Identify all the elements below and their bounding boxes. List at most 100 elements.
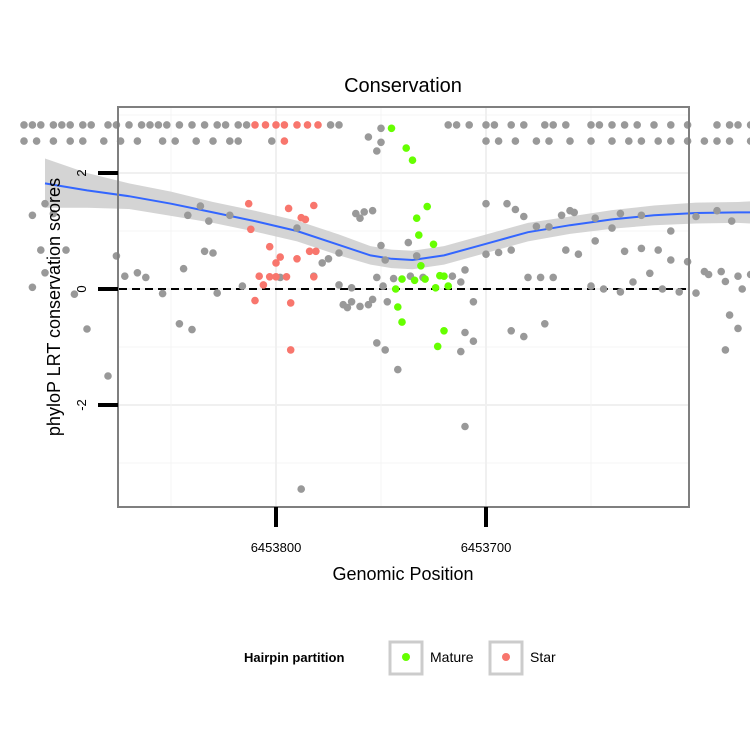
point-other	[381, 346, 390, 354]
point-mature	[412, 214, 421, 222]
point-other	[557, 211, 566, 220]
point-other	[591, 214, 599, 222]
point-other	[196, 202, 205, 210]
point-other	[734, 272, 742, 281]
chart-title: Conservation	[344, 75, 462, 97]
legend-swatch-mature	[402, 653, 410, 661]
point-star	[286, 346, 295, 354]
point-other	[121, 272, 129, 281]
point-other	[188, 325, 196, 334]
point-other	[524, 273, 532, 282]
point-other	[234, 137, 242, 145]
point-other	[37, 246, 45, 254]
point-mature	[423, 202, 432, 211]
point-other	[746, 270, 750, 279]
point-other	[536, 273, 545, 282]
point-star	[310, 201, 318, 210]
point-other	[637, 211, 646, 220]
point-other	[520, 212, 528, 221]
point-other	[226, 211, 234, 220]
point-other	[112, 121, 121, 129]
point-other	[574, 250, 583, 258]
point-star	[265, 242, 274, 251]
point-other	[20, 137, 28, 145]
point-mature	[433, 342, 442, 351]
point-other	[461, 422, 469, 431]
point-mature	[421, 275, 429, 283]
point-other	[683, 137, 692, 145]
point-other	[457, 347, 465, 356]
point-other	[620, 247, 629, 256]
point-other	[520, 121, 528, 129]
point-mature	[398, 275, 406, 283]
point-other	[591, 237, 599, 245]
point-other	[293, 224, 301, 232]
point-other	[549, 121, 557, 129]
point-other	[100, 137, 108, 145]
point-other	[633, 121, 641, 129]
point-other	[629, 278, 637, 286]
point-other	[503, 199, 511, 208]
point-other	[692, 289, 700, 297]
point-other	[356, 214, 364, 222]
point-other	[448, 272, 457, 281]
point-other	[79, 137, 87, 145]
point-other	[226, 137, 234, 145]
point-other	[205, 217, 213, 225]
point-other	[234, 121, 242, 129]
point-other	[683, 121, 692, 129]
legend-label-star: Star	[530, 649, 556, 665]
y-tick-label: 2	[74, 169, 89, 176]
point-other	[675, 288, 683, 296]
point-star	[272, 121, 280, 129]
grid	[119, 108, 688, 506]
point-other	[158, 289, 167, 298]
point-other	[734, 121, 742, 129]
point-other	[335, 249, 343, 257]
point-other	[364, 300, 373, 309]
point-other	[66, 121, 74, 129]
point-other	[667, 121, 675, 129]
point-star	[244, 199, 253, 208]
y-axis-title: phyloP LRT conservation scores	[44, 178, 64, 436]
point-other	[725, 311, 734, 319]
point-star	[312, 247, 320, 256]
point-other	[394, 365, 402, 374]
point-other	[242, 121, 251, 129]
y-tick-label: -2	[74, 399, 89, 411]
point-other	[175, 121, 184, 129]
point-other	[717, 267, 725, 276]
point-other	[494, 137, 503, 145]
point-other	[213, 121, 221, 129]
point-other	[268, 137, 276, 145]
point-other	[171, 137, 179, 145]
point-other	[620, 121, 629, 129]
point-star	[293, 254, 301, 263]
point-other	[49, 209, 58, 218]
point-mature	[440, 272, 448, 281]
point-other	[482, 250, 490, 258]
point-other	[562, 121, 570, 129]
point-star	[251, 296, 259, 305]
point-other	[184, 211, 192, 220]
point-other	[599, 285, 608, 293]
point-mature	[387, 124, 396, 133]
point-other	[469, 337, 478, 346]
point-other	[379, 282, 387, 290]
x-axis-title: Genomic Position	[332, 564, 473, 584]
point-other	[356, 302, 364, 311]
point-other	[192, 137, 200, 145]
point-other	[125, 121, 133, 129]
legend: Hairpin partition Mature Star	[244, 640, 556, 676]
point-other	[490, 121, 499, 129]
point-other	[66, 137, 74, 145]
point-other	[373, 273, 381, 282]
point-other	[404, 238, 413, 247]
point-other	[377, 124, 385, 133]
point-other	[389, 274, 398, 283]
point-other	[209, 249, 217, 257]
axes: 2 0 -2 6453800 6453700	[74, 169, 511, 555]
point-other	[545, 137, 553, 145]
point-other	[616, 288, 625, 296]
